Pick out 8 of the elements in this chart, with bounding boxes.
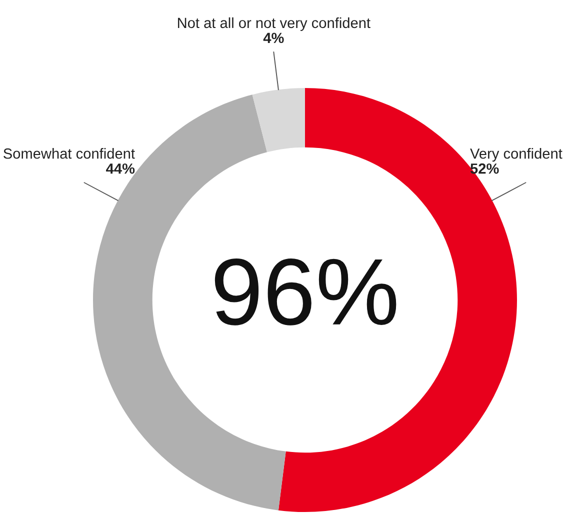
data-label: 4% <box>263 32 284 44</box>
donut-slice <box>252 88 305 152</box>
slice-label: Very confident <box>470 148 562 162</box>
data-label: 44% <box>106 163 135 174</box>
data-label: 52% <box>470 163 499 174</box>
slice-label: Not at all or not very confident <box>178 17 370 31</box>
text: 96% <box>214 258 396 326</box>
slice-label: Somewhat confident <box>4 148 135 159</box>
